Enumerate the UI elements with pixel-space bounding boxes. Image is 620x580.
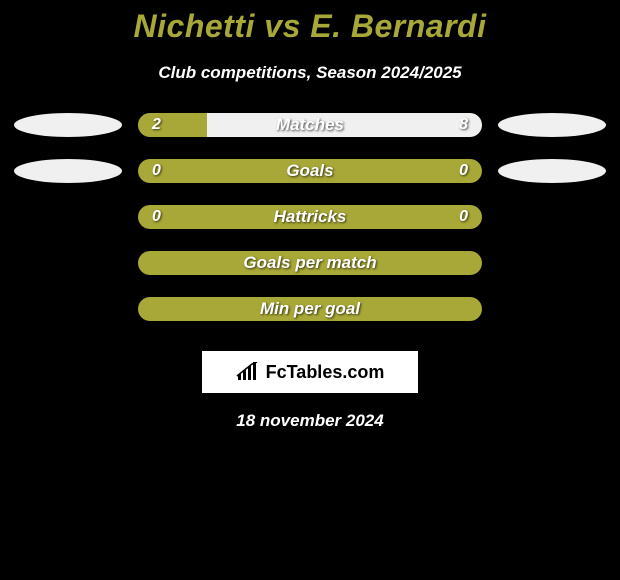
stat-bar: 28Matches xyxy=(138,113,482,137)
ellipse-spacer xyxy=(14,297,122,321)
stat-label: Min per goal xyxy=(138,297,482,321)
stat-bar: Min per goal xyxy=(138,297,482,321)
stat-row: Min per goal xyxy=(0,297,620,321)
stat-label: Hattricks xyxy=(138,205,482,229)
logo-box: FcTables.com xyxy=(202,351,418,393)
stat-bar: 00Hattricks xyxy=(138,205,482,229)
stat-row: 28Matches xyxy=(0,113,620,137)
ellipse-spacer xyxy=(498,297,606,321)
stat-label: Matches xyxy=(138,113,482,137)
stat-bar: Goals per match xyxy=(138,251,482,275)
logo-text: FcTables.com xyxy=(266,362,385,383)
comparison-rows: 28Matches 00Goals 00Hattricks Goals per mat… xyxy=(0,113,620,321)
ellipse-spacer xyxy=(14,205,122,229)
stat-row: Goals per match xyxy=(0,251,620,275)
page-title: Nichetti vs E. Bernardi xyxy=(0,8,620,45)
player-right-ellipse xyxy=(498,113,606,137)
player-right-ellipse xyxy=(498,159,606,183)
date-text: 18 november 2024 xyxy=(0,411,620,431)
ellipse-spacer xyxy=(498,205,606,229)
stat-row: 00Hattricks xyxy=(0,205,620,229)
subtitle: Club competitions, Season 2024/2025 xyxy=(0,63,620,83)
ellipse-spacer xyxy=(498,251,606,275)
stat-label: Goals per match xyxy=(138,251,482,275)
ellipse-spacer xyxy=(14,251,122,275)
logo: FcTables.com xyxy=(236,362,385,383)
player-left-ellipse xyxy=(14,113,122,137)
bars-chart-icon xyxy=(236,362,260,382)
stat-row: 00Goals xyxy=(0,159,620,183)
stat-bar: 00Goals xyxy=(138,159,482,183)
player-left-ellipse xyxy=(14,159,122,183)
stat-label: Goals xyxy=(138,159,482,183)
